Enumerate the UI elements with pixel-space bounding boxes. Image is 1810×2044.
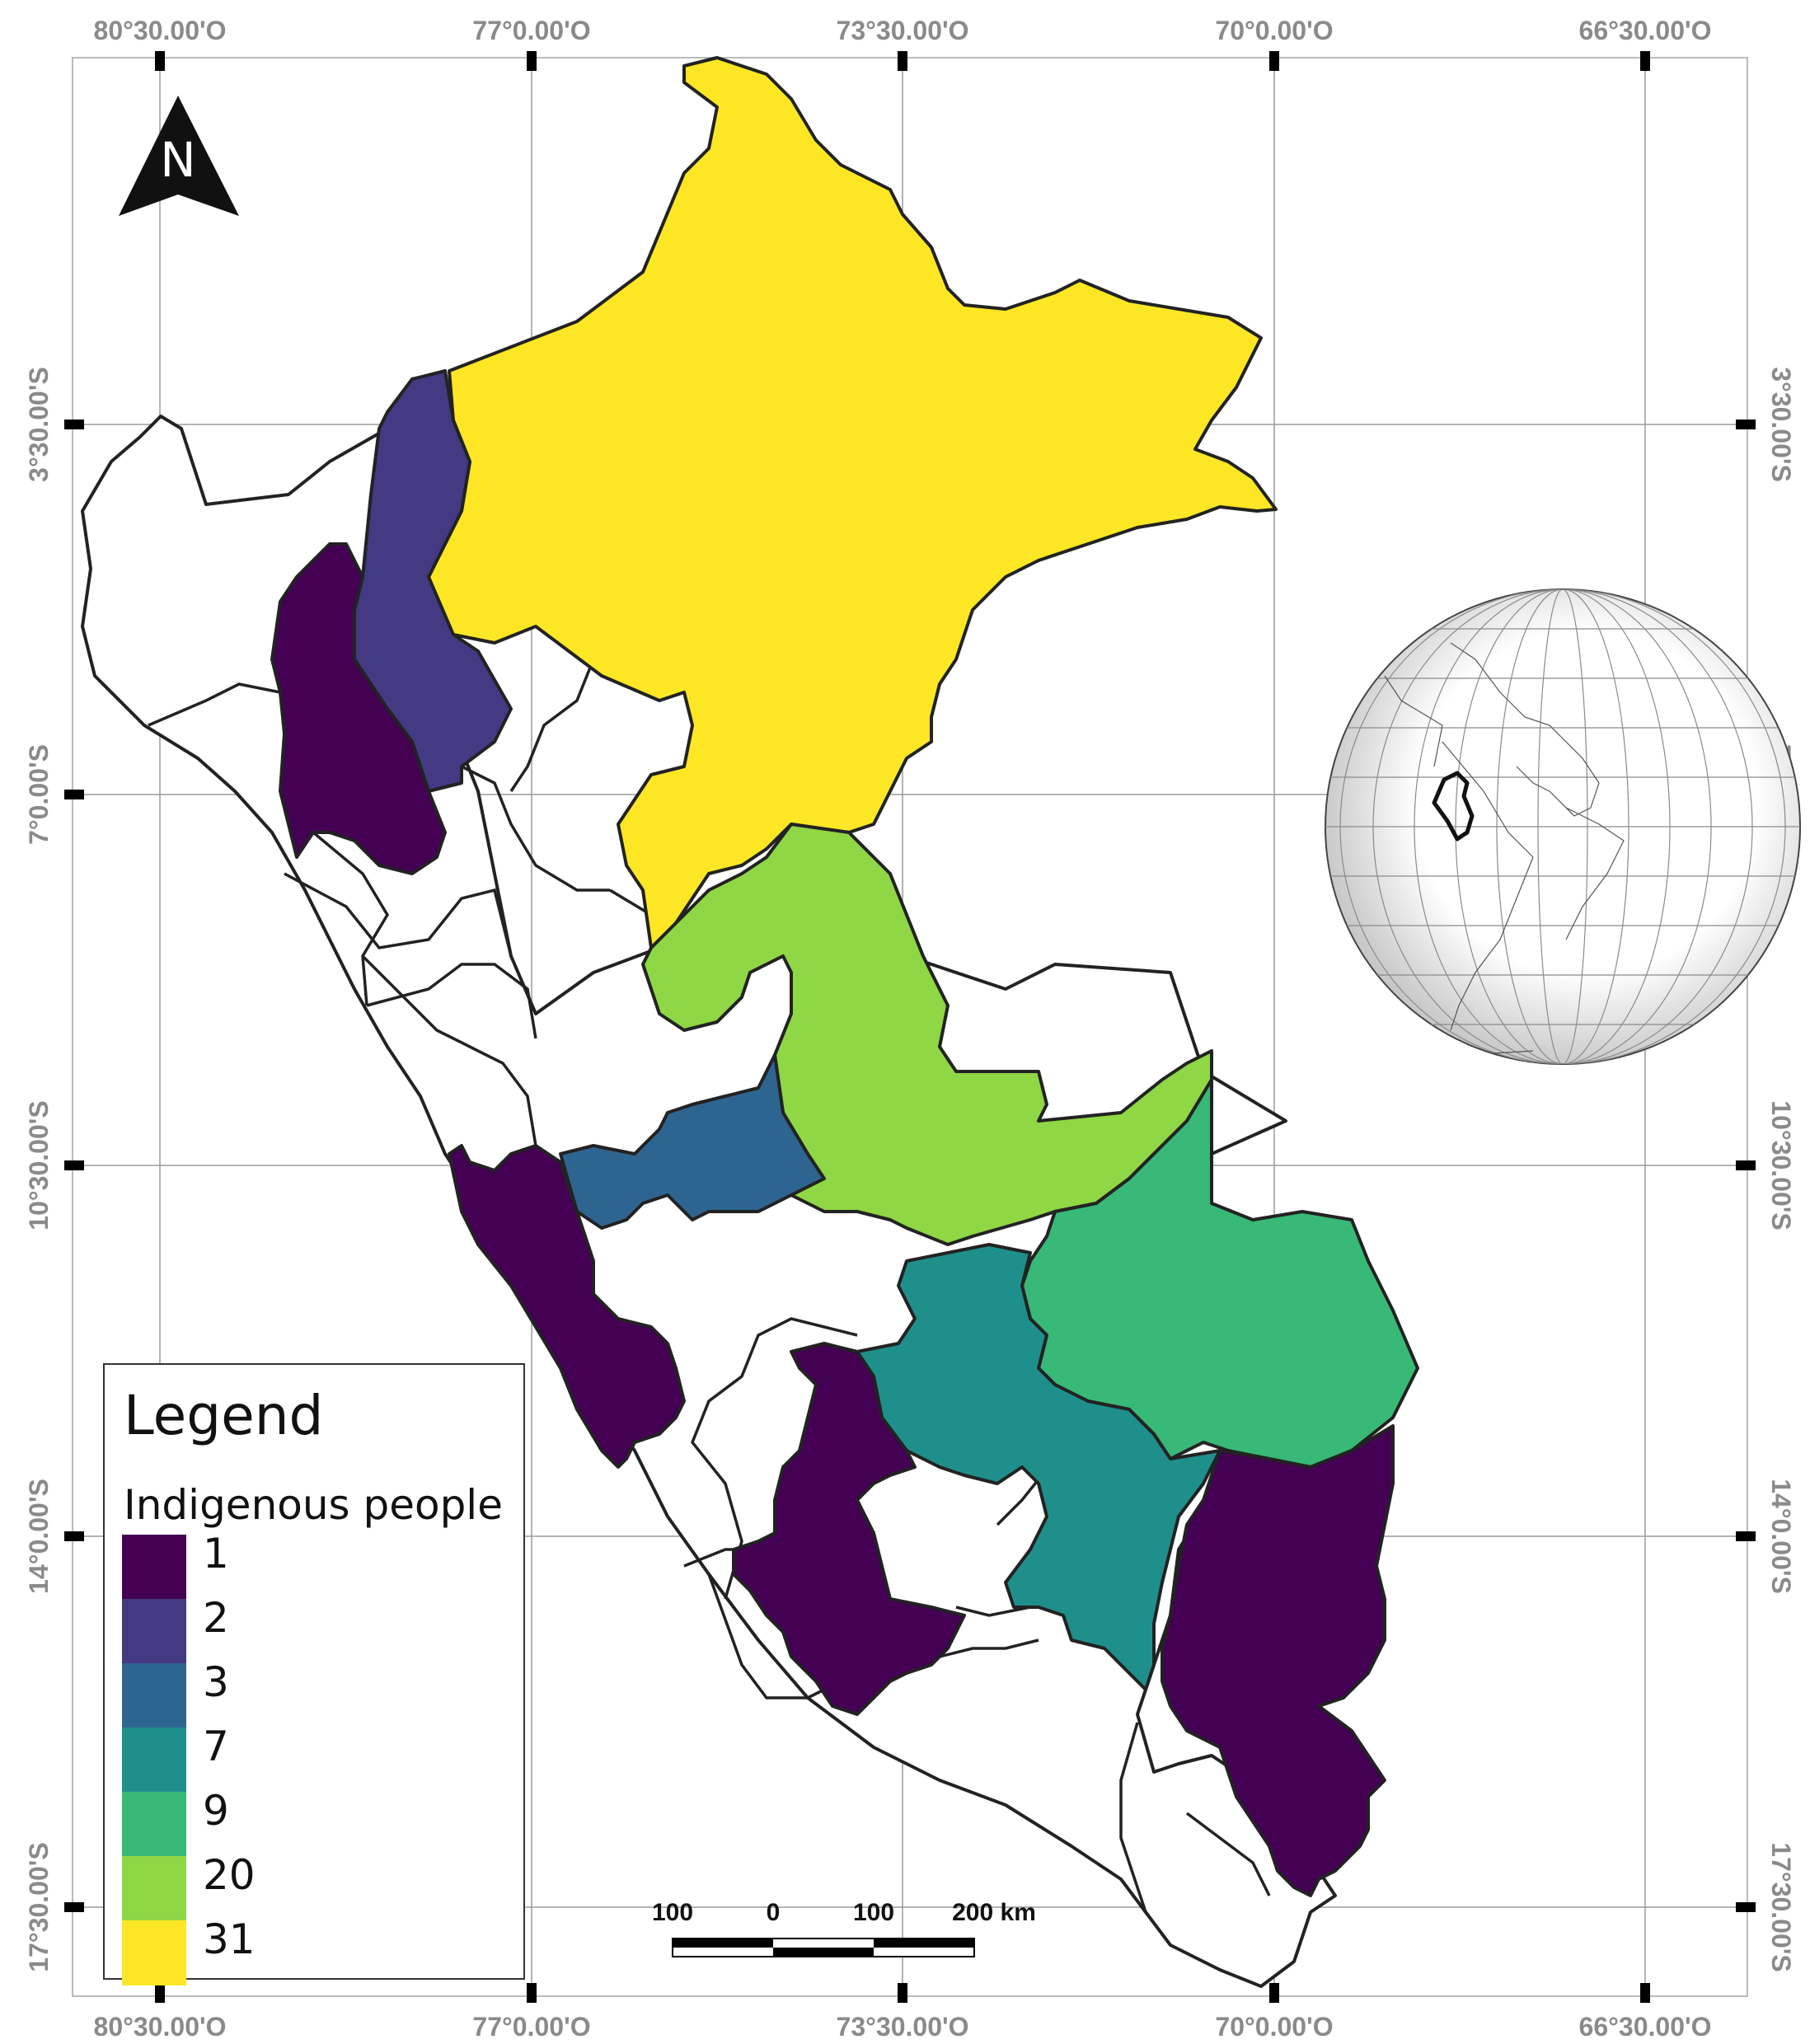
north-arrow-icon: N <box>119 96 239 216</box>
legend-swatch-7 <box>122 1728 186 1793</box>
legend-swatch-3 <box>122 1663 186 1728</box>
legend: Legend Indigenous people 1 2 3 7 9 20 31 <box>103 1363 525 1985</box>
globe-inset-icon <box>1325 588 1801 1065</box>
legend-value-31: 31 <box>203 1915 256 1963</box>
legend-title: Legend <box>124 1384 323 1447</box>
legend-value-3: 3 <box>203 1658 229 1706</box>
lat-label-left-2: 7°0.00'S <box>24 744 54 845</box>
lat-label-left-4: 14°0.00'S <box>24 1479 54 1594</box>
lat-label-left-3: 10°30.00'S <box>24 1100 54 1230</box>
scale-label-100-left: 100 <box>652 1899 693 1926</box>
lat-label-right-3: 10°30.00'S <box>1766 1100 1796 1230</box>
lon-label-top-3: 73°30.00'O <box>837 16 969 45</box>
legend-swatch-1 <box>122 1535 186 1600</box>
north-arrow-letter: N <box>160 132 195 188</box>
scale-label-100: 100 <box>853 1899 894 1926</box>
region-ucayali <box>641 823 1213 1246</box>
legend-subtitle: Indigenous people <box>124 1481 503 1529</box>
legend-value-2: 2 <box>203 1594 229 1642</box>
lon-label-bottom-4: 70°0.00'O <box>1215 2012 1333 2042</box>
legend-swatch-31 <box>122 1920 186 1985</box>
lon-label-bottom-1: 80°30.00'O <box>94 2012 227 2042</box>
scale-bar: 100 0 100 200 km <box>652 1899 1036 1957</box>
globe-peru-outline <box>1432 771 1475 842</box>
lon-label-bottom-5: 66°30.00'O <box>1579 2012 1712 2042</box>
legend-color-ramp <box>122 1535 186 1985</box>
lon-label-bottom-3: 73°30.00'O <box>837 2012 969 2042</box>
legend-value-20: 20 <box>203 1851 256 1899</box>
region-cajamarca <box>270 542 447 875</box>
region-loreto <box>427 56 1278 949</box>
legend-value-1: 1 <box>203 1530 229 1578</box>
region-lima <box>448 1144 686 1469</box>
region-puno <box>1161 1424 1395 1897</box>
legend-swatch-9 <box>122 1792 186 1857</box>
lat-label-left-1: 3°30.00'S <box>24 367 54 482</box>
lat-label-right-1: 3°30.00'S <box>1766 367 1796 482</box>
lat-label-right-5: 17°30.00'S <box>1766 1842 1796 1971</box>
map-frame <box>72 57 1748 1997</box>
lat-label-right-4: 14°0.00'S <box>1766 1479 1796 1594</box>
lon-label-top-1: 80°30.00'O <box>94 16 227 45</box>
lon-label-top-4: 70°0.00'O <box>1215 16 1333 45</box>
legend-value-7: 7 <box>203 1723 229 1770</box>
scale-label-0: 0 <box>767 1899 781 1926</box>
lon-label-top-5: 66°30.00'O <box>1579 16 1712 45</box>
region-ayacucho <box>732 1342 966 1716</box>
lon-label-top-2: 77°0.00'O <box>472 16 590 45</box>
legend-swatch-2 <box>122 1599 186 1664</box>
legend-value-9: 9 <box>203 1787 229 1835</box>
lon-label-bottom-2: 77°0.00'O <box>472 2012 590 2042</box>
region-huanuco <box>559 1053 826 1230</box>
lat-label-left-5: 17°30.00'S <box>24 1842 54 1971</box>
scale-label-200km: 200 km <box>952 1899 1036 1926</box>
legend-swatch-20 <box>122 1856 186 1921</box>
